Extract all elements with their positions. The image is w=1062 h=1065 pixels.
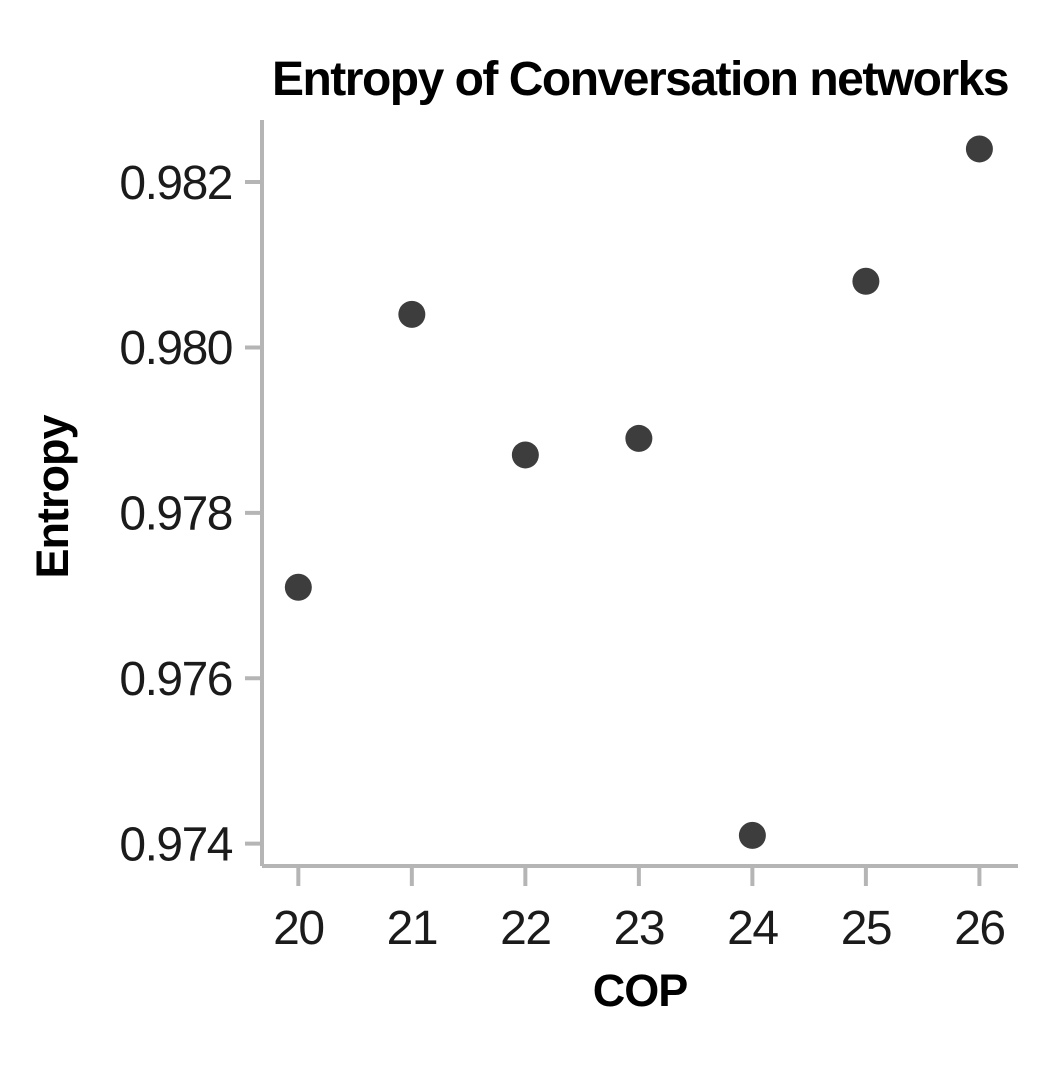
data-points-layer <box>284 135 993 849</box>
y-tick-label: 0.978 <box>119 488 232 541</box>
data-point <box>965 135 993 163</box>
y-tick-label: 0.980 <box>119 322 232 375</box>
x-axis-ticks: 20 21 22 23 24 25 26 <box>273 866 1006 955</box>
x-axis-title: COP <box>593 965 688 1016</box>
y-tick-label: 0.976 <box>119 653 232 706</box>
chart-title: Entropy of Conversation networks <box>272 53 1008 106</box>
x-tick-label: 20 <box>273 902 323 955</box>
data-point <box>284 573 312 601</box>
data-point <box>738 821 766 849</box>
data-point <box>625 424 653 452</box>
y-axis-title: Entropy <box>27 415 78 579</box>
y-tick-label: 0.974 <box>119 818 232 871</box>
y-tick-label: 0.982 <box>119 157 232 210</box>
axes-layer <box>260 120 1018 868</box>
y-axis-ticks: 0.974 0.976 0.978 0.980 0.982 <box>119 157 262 871</box>
data-point <box>852 267 880 295</box>
x-tick-label: 25 <box>841 902 891 955</box>
x-tick-label: 24 <box>727 902 778 955</box>
x-tick-label: 21 <box>387 902 437 955</box>
x-tick-label: 26 <box>954 902 1004 955</box>
data-point <box>398 300 426 328</box>
data-point <box>511 441 539 469</box>
x-tick-label: 22 <box>500 902 550 955</box>
x-tick-label: 23 <box>614 902 664 955</box>
